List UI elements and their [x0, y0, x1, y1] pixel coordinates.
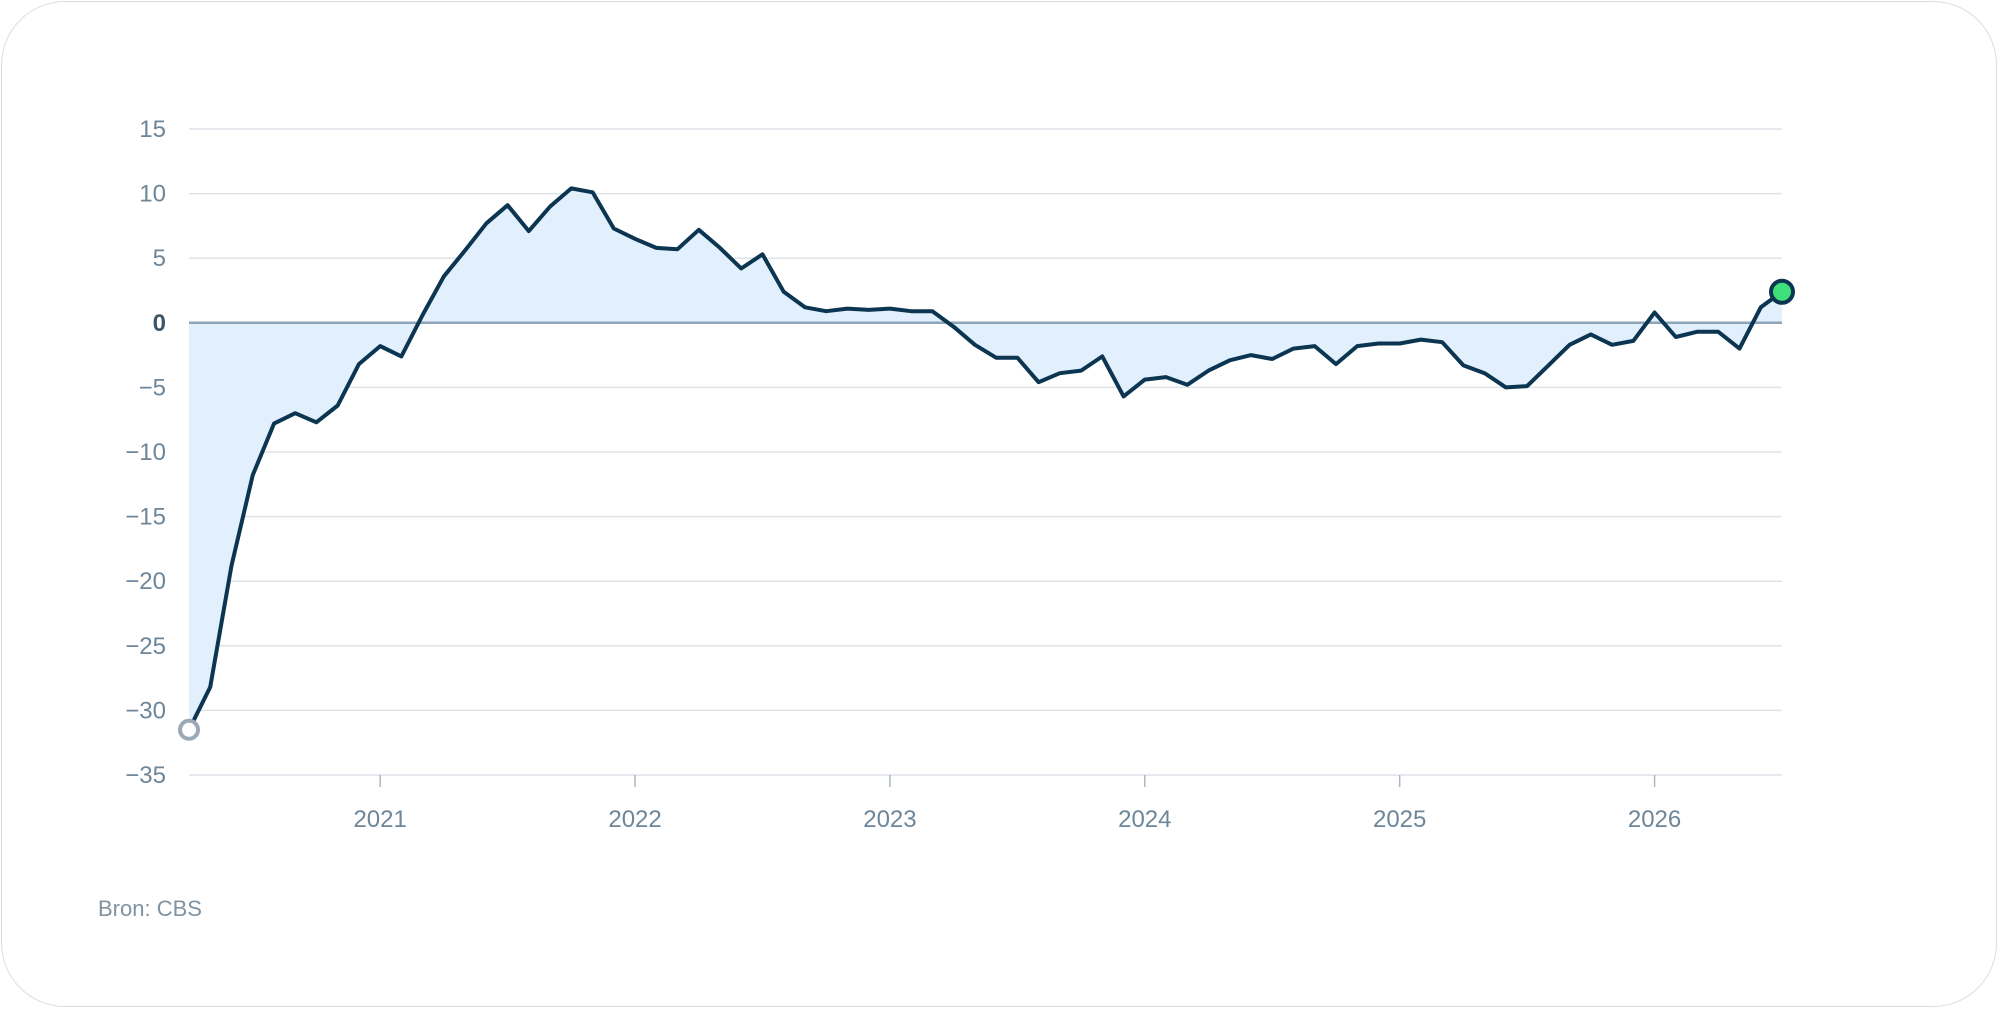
x-tick-label: 2023: [863, 806, 916, 833]
x-tick-label: 2021: [353, 806, 406, 833]
x-tick-label: 2022: [608, 806, 661, 833]
y-tick-label: −25: [125, 633, 166, 660]
start-point-marker: [178, 718, 200, 741]
y-tick-label: 10: [139, 181, 166, 208]
y-tick-label: 0: [153, 310, 166, 337]
area-fill: [189, 188, 1782, 730]
y-tick-label: −35: [125, 762, 166, 789]
x-tick-label: 2024: [1118, 806, 1171, 833]
y-tick-label: −15: [125, 504, 166, 531]
y-tick-label: −5: [139, 374, 166, 401]
end-point-marker: [1769, 278, 1795, 305]
y-tick-label: 15: [139, 116, 166, 143]
y-tick-label: −30: [125, 697, 166, 724]
grid-lines: [189, 128, 1782, 712]
x-axis-ticks: 2021 2022 2023 2024 2025 2026: [353, 775, 1681, 833]
y-axis-ticks: 15 10 5 0 −5 −10 −15 −20 −25 −30 −35: [125, 116, 166, 789]
x-tick-label: 2026: [1628, 806, 1681, 833]
source-note: Bron: CBS: [98, 896, 202, 921]
series-line: [187, 186, 1784, 732]
y-tick-label: −10: [125, 439, 166, 466]
x-tick-label: 2025: [1373, 806, 1426, 833]
y-tick-label: 5: [153, 245, 166, 272]
y-tick-label: −20: [125, 568, 166, 595]
